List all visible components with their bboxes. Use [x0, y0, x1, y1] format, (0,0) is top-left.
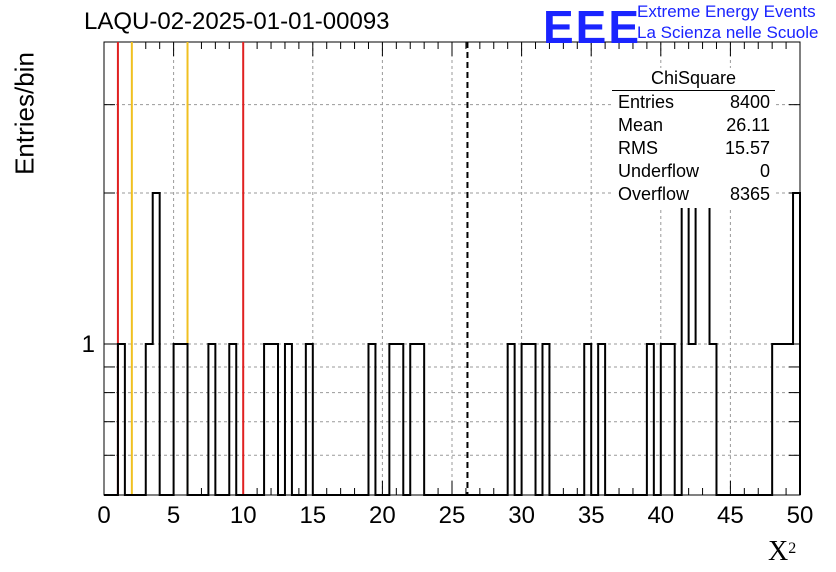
- histogram-outline: [104, 192, 801, 496]
- y-axis-label-box: Entries/bin: [8, 40, 42, 190]
- stats-key: Overflow: [618, 184, 690, 204]
- stats-box: ChiSquare Entries 8400 Mean 26.11 RMS 15…: [612, 68, 775, 208]
- stats-row-entries: Entries 8400: [618, 92, 770, 114]
- logo-subtitle-2: La Scienza nelle Scuole: [637, 23, 819, 42]
- logo-subtitle-1: Extreme Energy Events: [637, 2, 816, 21]
- chart-title: LAQU-02-2025-01-01-00093: [84, 8, 390, 35]
- x-tick-label: 30: [508, 502, 535, 529]
- stats-divider: [612, 90, 775, 91]
- stats-value: 8400: [729, 92, 770, 112]
- eee-logo: EEE: [543, 1, 642, 53]
- stats-value: 26.11: [726, 115, 770, 135]
- x-tick-label: 35: [578, 502, 605, 529]
- x-axis-label-superscript: 2: [788, 540, 797, 557]
- x-tick-label: 25: [439, 502, 466, 529]
- stats-key: Underflow: [618, 161, 700, 181]
- x-axis-label-text: X: [768, 536, 789, 567]
- stats-row-overflow: Overflow 8365: [618, 184, 770, 206]
- x-tick-label: 5: [167, 502, 180, 529]
- x-tick-label: 10: [230, 502, 257, 529]
- stats-value: 15.57: [724, 138, 770, 158]
- stats-row-mean: Mean 26.11: [618, 115, 770, 137]
- stats-row-underflow: Underflow 0: [618, 161, 770, 183]
- stats-value: 8365: [729, 184, 770, 204]
- stats-key: Entries: [618, 92, 675, 112]
- stats-row-rms: RMS 15.57: [618, 138, 770, 160]
- stats-key: Mean: [618, 115, 664, 135]
- x-tick-label: 50: [787, 502, 814, 529]
- stats-value: 0: [759, 161, 770, 181]
- stats-title: ChiSquare: [650, 68, 737, 88]
- y-tick-label: 1: [82, 331, 95, 358]
- x-tick-label: 40: [647, 502, 674, 529]
- x-tick-label: 20: [369, 502, 396, 529]
- x-axis-label: X2: [768, 536, 796, 568]
- y-axis-label: Entries/bin: [9, 52, 40, 175]
- x-tick-label: 45: [717, 502, 744, 529]
- stats-key: RMS: [618, 138, 658, 158]
- x-tick-label: 15: [299, 502, 326, 529]
- x-tick-label: 0: [97, 502, 110, 529]
